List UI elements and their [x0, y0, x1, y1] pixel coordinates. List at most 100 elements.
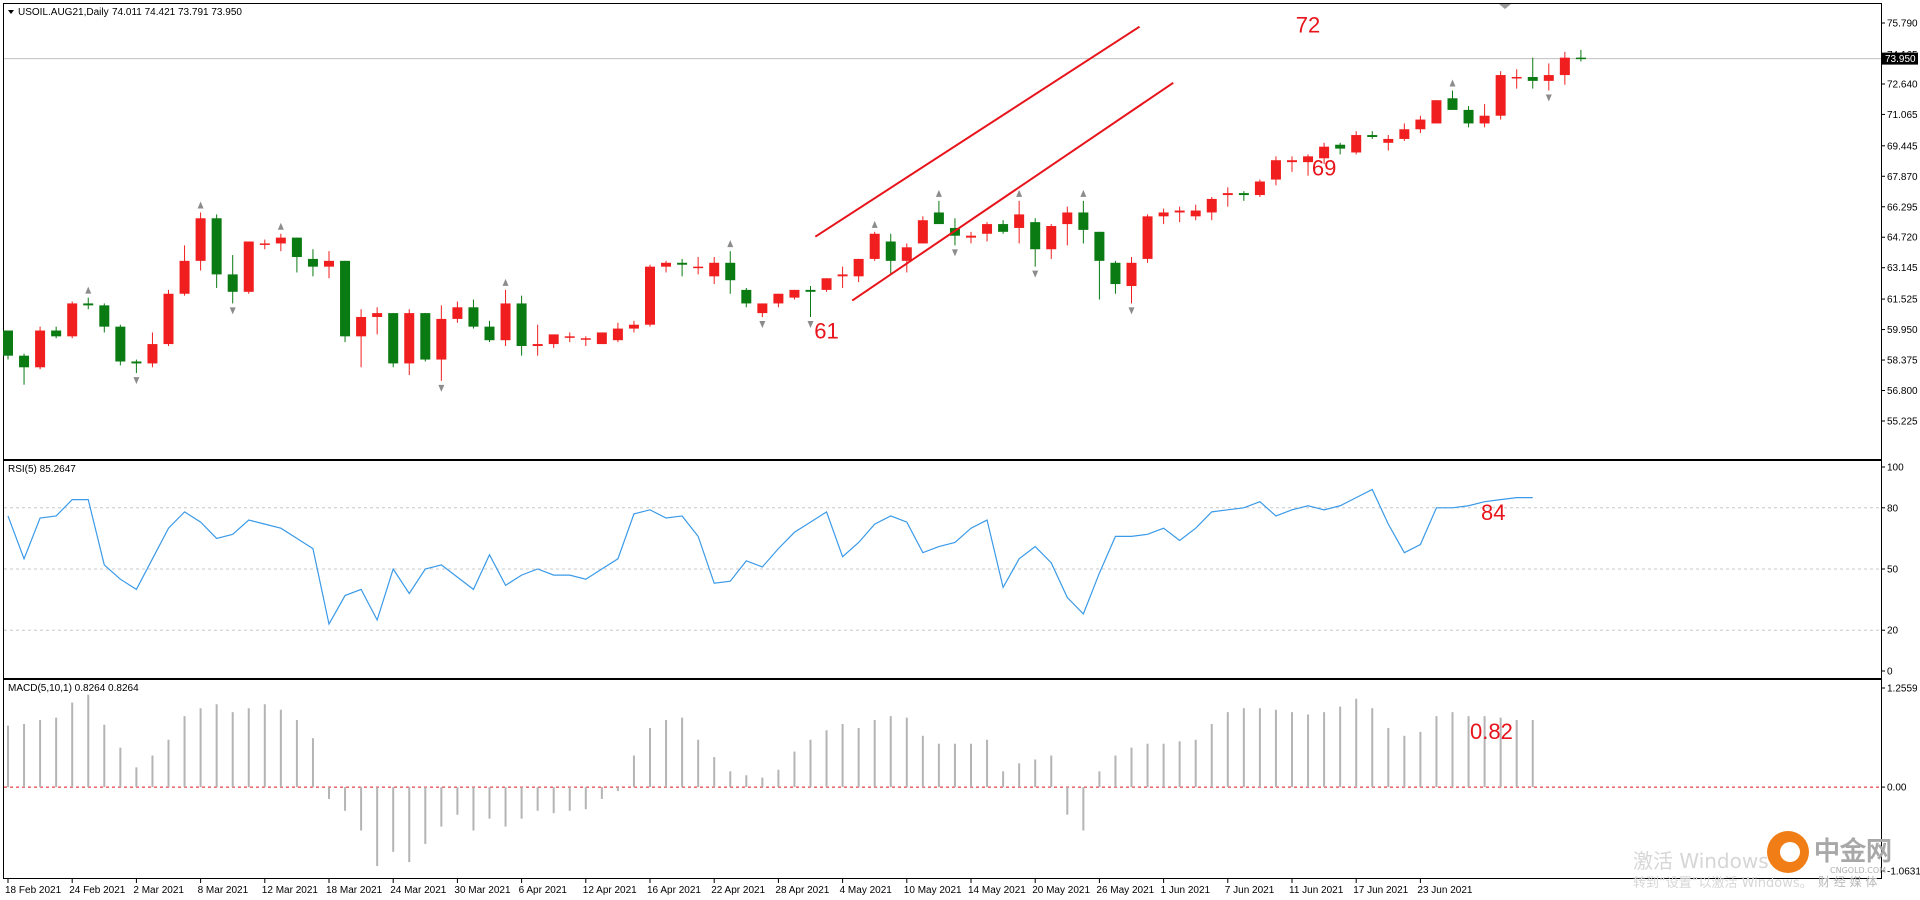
time-axis-tick-label: 12 Apr 2021: [583, 885, 637, 896]
candle-body: [99, 305, 110, 327]
candle-body: [147, 344, 158, 364]
rsi-pane[interactable]: RSI(5) 85.2647 84: [4, 464, 1881, 631]
fractal-down-icon: [133, 377, 140, 385]
candle-body: [837, 274, 848, 277]
time-axis: 18 Feb 2021 24 Feb 2021 2 Mar 2021 8 Mar 20…: [5, 879, 1473, 896]
time-axis-tick-label: 1 Jun 2021: [1161, 885, 1211, 896]
time-axis-tick-label: 10 May 2021: [904, 885, 962, 896]
macd-axis: 1.2559 0.00 -1.0631: [1881, 684, 1920, 878]
candle-body: [564, 336, 575, 338]
candle-body: [805, 289, 816, 292]
candle-body: [966, 235, 976, 238]
ohlc-header: 74.011 74.421 73.791 73.950: [112, 7, 242, 18]
price-pane[interactable]: 72 69 61 USOIL.AUG21,Daily 74.011 74.421 7…: [3, 4, 1881, 392]
fractal-down-icon: [807, 320, 814, 328]
candle-body: [596, 332, 607, 345]
main-pane-frame: [3, 3, 1882, 460]
rsi-axis-tick-label: 50: [1887, 565, 1899, 576]
time-axis-tick-label: 6 Apr 2021: [519, 885, 568, 896]
candle-body: [388, 313, 399, 364]
time-axis-tick-label: 8 Mar 2021: [198, 885, 249, 896]
price-annotation: 72: [1296, 12, 1320, 37]
candle-body: [1126, 262, 1137, 287]
candle-body: [853, 258, 864, 277]
activate-windows-hint: 转到“设置”以激活 Windows。: [1633, 876, 1813, 891]
price-axis-tick-label: 56.800: [1887, 386, 1918, 397]
current-price-tag: 73.950: [1882, 52, 1918, 65]
macd-pane[interactable]: MACD(5,10,1) 0.8264 0.8264 0.82: [4, 683, 1881, 867]
candle-body: [227, 274, 238, 292]
time-axis-tick-label: 24 Mar 2021: [390, 885, 447, 896]
macd-axis-tick-label: -1.0631: [1887, 867, 1920, 878]
fractal-up-icon: [871, 220, 878, 228]
candle-body: [500, 303, 511, 341]
time-axis-tick-label: 18 Feb 2021: [5, 885, 62, 896]
price-axis-tick-label: 64.720: [1887, 233, 1918, 244]
candle-body: [51, 330, 62, 337]
candle-body: [661, 262, 672, 267]
fractal-down-icon: [438, 384, 445, 392]
candle-body: [179, 260, 190, 294]
candle-body: [1222, 193, 1233, 196]
price-axis: 75.79074.16572.64071.06569.44567.87066.2…: [1881, 19, 1918, 428]
candle-body: [532, 344, 543, 347]
macd-axis-tick-label: 1.2559: [1887, 684, 1918, 695]
shift-marker-icon[interactable]: [1499, 4, 1511, 9]
candle-body: [548, 334, 559, 345]
candle-body: [1014, 214, 1025, 228]
price-annotation: 69: [1312, 156, 1336, 181]
candle-body: [211, 218, 222, 275]
candles: [3, 49, 1586, 385]
candle-body: [372, 313, 383, 317]
price-pane-title: USOIL.AUG21,Daily: [18, 7, 109, 18]
channel-lower-line[interactable]: [851, 81, 1174, 302]
candle-body: [131, 361, 142, 364]
header-triangle-icon[interactable]: [8, 10, 14, 14]
candle-body: [115, 326, 126, 362]
fractal-down-icon: [1032, 270, 1039, 278]
candle-body: [163, 293, 174, 345]
cngold-logo-text: 中金网: [1814, 836, 1892, 867]
fractal-up-icon: [1449, 79, 1456, 87]
time-axis-tick-label: 7 Jun 2021: [1225, 885, 1275, 896]
candle-body: [1431, 100, 1442, 124]
candle-body: [885, 241, 896, 261]
candle-body: [1319, 146, 1330, 159]
candle-body: [484, 326, 495, 341]
candle-body: [436, 318, 447, 360]
time-axis-tick-label: 30 Mar 2021: [454, 885, 511, 896]
candle-body: [998, 224, 1009, 232]
candle-body: [1367, 135, 1378, 137]
candle-body: [789, 289, 800, 298]
candle-body: [757, 303, 768, 314]
trend-channel[interactable]: [814, 25, 1174, 302]
price-axis-tick-label: 59.950: [1887, 325, 1918, 336]
candle-body: [709, 262, 720, 277]
price-annotation: 61: [814, 318, 838, 343]
candle-body: [468, 307, 479, 327]
candle-body: [35, 330, 46, 368]
price-axis-tick-label: 72.640: [1887, 79, 1918, 90]
price-axis-tick-label: 63.145: [1887, 263, 1918, 274]
rsi-axis-tick-label: 0: [1887, 667, 1893, 678]
candle-body: [1335, 144, 1346, 149]
candle-body: [1399, 129, 1410, 139]
channel-upper-line[interactable]: [814, 25, 1141, 238]
fractal-up-icon: [1080, 189, 1087, 197]
candle-body: [404, 313, 415, 364]
rsi-axis-tick-label: 80: [1887, 503, 1899, 514]
watermark: 激活 Windows 转到“设置”以激活 Windows。 中金网 CNGOLD…: [1633, 831, 1892, 891]
candle-body: [1463, 109, 1474, 124]
price-axis-tick-label: 66.295: [1887, 202, 1918, 213]
candle-body: [725, 262, 736, 281]
candle-body: [1543, 75, 1554, 81]
candle-body: [645, 266, 655, 325]
candle-body: [291, 237, 302, 257]
price-axis-tick-label: 61.525: [1887, 295, 1918, 306]
time-axis-tick-label: 23 Jun 2021: [1417, 885, 1472, 896]
price-axis-tick-label: 67.870: [1887, 172, 1918, 183]
price-axis-tick-label: 75.790: [1887, 19, 1918, 30]
price-annotations: 72 69 61: [814, 12, 1336, 343]
candle-body: [628, 324, 639, 329]
